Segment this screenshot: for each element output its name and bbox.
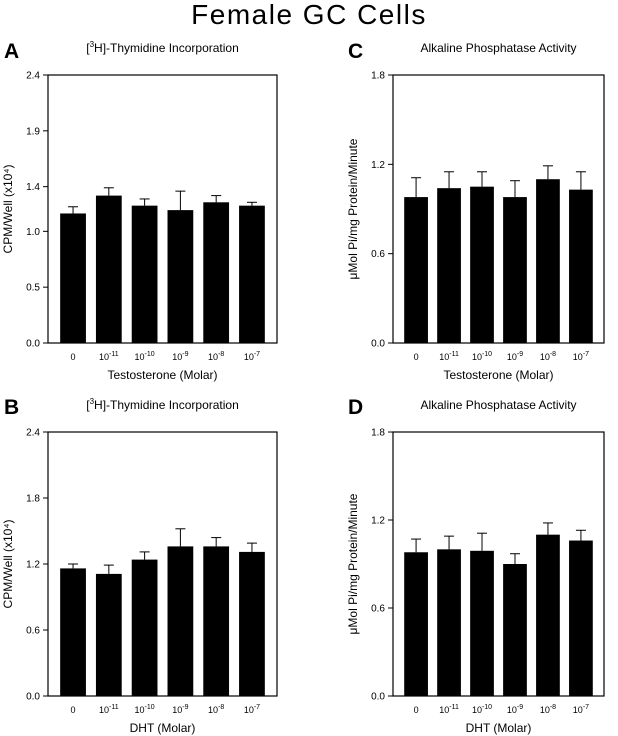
y-axis-label: CPM/Well (x10⁴) [1,520,15,609]
bar [470,186,494,343]
y-tick-label: 2.4 [26,428,40,439]
bar [470,550,494,696]
x-tick-label: 10-10 [472,704,492,715]
bar [60,568,86,696]
bar [437,188,461,343]
bar [536,534,560,696]
x-tick-label: 10-11 [99,351,119,362]
y-tick-label: 0.6 [371,249,385,260]
x-axis-label: Testosterone (Molar) [443,368,553,382]
x-tick-label: 10-7 [244,351,260,362]
y-tick-label: 0.6 [371,604,385,615]
y-axis-label: μMol Pi/mg Protein/Minute [346,138,360,279]
panel-title: [3H]-Thymidine Incorporation [86,40,239,55]
x-axis-label: Testosterone (Molar) [107,368,217,382]
panel-letter: D [348,396,363,419]
bar [95,573,122,696]
bar [569,540,593,696]
bar [239,205,265,343]
bar [131,205,158,343]
x-tick-label: 0 [414,352,419,362]
y-tick-label: 1.2 [26,560,40,571]
y-tick-label: 0.0 [371,692,385,703]
x-tick-label: 10-11 [99,704,119,715]
chart-panel-c: C Alkaline Phosphatase Activity 0.0 0.6 1.2 1… [346,40,605,382]
y-tick-label: 1.8 [371,428,385,439]
x-tick-label: 10-10 [472,351,492,362]
x-tick-label: 0 [71,352,76,362]
x-tick-label: 0 [414,705,419,715]
figure-title: Female GC Cells [191,0,427,30]
x-tick-label: 0 [71,705,76,715]
x-tick-label: 10-8 [208,351,224,362]
bar [203,202,230,343]
y-tick-label: 1.2 [371,516,385,527]
bar [167,546,194,696]
x-axis-label: DHT (Molar) [466,721,532,735]
panel-title: Alkaline Phosphatase Activity [420,41,576,55]
plot-frame [392,74,605,344]
chart-panel-d: D Alkaline Phosphatase Activity 0.0 0.6 1.2 1… [346,396,605,735]
y-tick-label: 1.4 [26,182,40,193]
bar [503,564,527,696]
y-tick-label: 0.0 [26,339,40,350]
panel-title: Alkaline Phosphatase Activity [420,398,576,412]
bar [437,549,461,696]
x-tick-label: 10-7 [244,704,260,715]
x-tick-label: 10-9 [507,704,523,715]
bar [536,179,560,343]
x-tick-label: 10-7 [573,704,589,715]
x-tick-label: 10-8 [540,351,556,362]
plot-frame [392,431,605,697]
x-tick-label: 10-11 [439,704,459,715]
y-axis-label: CPM/Well (x10⁴) [1,165,15,254]
bar [95,195,122,343]
y-tick-label: 1.2 [371,160,385,171]
y-tick-label: 0.5 [26,283,40,294]
x-tick-label: 10-9 [172,351,188,362]
x-tick-label: 10-11 [439,351,459,362]
panel-title: [3H]-Thymidine Incorporation [86,397,239,412]
y-tick-label: 2.4 [26,71,40,82]
x-tick-label: 10-8 [208,704,224,715]
plot-frame [47,74,278,344]
y-axis-label: μMol Pi/mg Protein/Minute [346,493,360,634]
chart-panel-b: B [3H]-Thymidine Incorporation 0.0 0.6 1.2 1.… [1,396,278,735]
x-tick-label: 10-7 [573,351,589,362]
panel-letter: C [348,40,363,63]
x-tick-label: 10-8 [540,704,556,715]
y-tick-label: 0.6 [26,626,40,637]
panel-letter: A [4,40,19,63]
panel-letter: B [4,396,19,419]
y-tick-label: 0.0 [371,339,385,350]
bar [131,559,158,696]
x-tick-label: 10-10 [135,704,155,715]
bar [404,552,428,696]
y-tick-label: 1.8 [371,71,385,82]
y-tick-label: 1.0 [26,227,40,238]
x-tick-label: 10-9 [172,704,188,715]
bar [203,546,230,696]
y-tick-label: 0.0 [26,692,40,703]
y-tick-label: 1.9 [26,126,40,137]
x-tick-label: 10-10 [135,351,155,362]
bar [569,189,593,343]
bar [404,197,428,343]
y-tick-label: 1.8 [26,494,40,505]
bar [60,213,86,343]
bar [503,197,527,343]
bar [167,210,194,343]
bar [239,551,265,696]
x-axis-label: DHT (Molar) [130,721,196,735]
x-tick-label: 10-9 [507,351,523,362]
chart-panel-a: A [3H]-Thymidine Incorporation 0.0 0.5 1.0 1.… [1,40,278,382]
